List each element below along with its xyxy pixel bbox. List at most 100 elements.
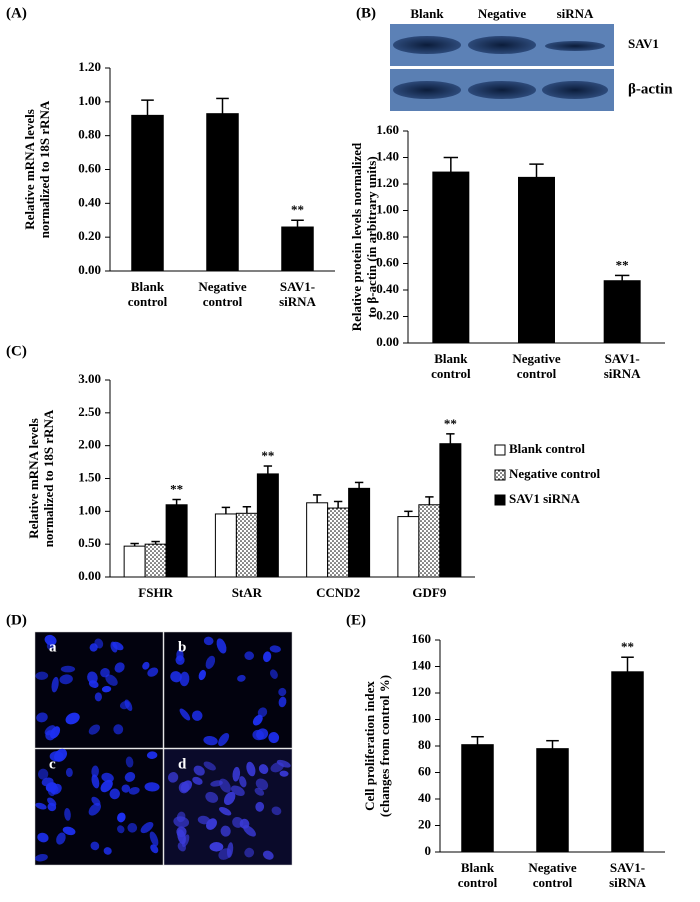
nucleus	[197, 815, 211, 825]
blot-lane-label: Negative	[478, 6, 527, 21]
nucleus	[205, 791, 219, 803]
label-box: Negative control	[512, 351, 560, 381]
y-tick-label: 0.20	[78, 228, 101, 243]
x-tick-label: Negative control	[198, 279, 247, 309]
y-tick-label: 1.00	[376, 201, 399, 216]
y-tick-label: 2.50	[78, 404, 101, 419]
nucleus	[269, 645, 281, 653]
nucleus	[117, 825, 125, 834]
y-tick-label: 140	[412, 657, 432, 672]
label-box: SAV1- siRNA	[609, 860, 646, 890]
blot-band	[542, 81, 608, 99]
nucleus	[56, 832, 66, 845]
nucleus	[258, 764, 269, 774]
y-tick-label: 0.50	[78, 535, 101, 550]
legend-label: Negative control	[509, 466, 600, 481]
nucleus	[64, 807, 71, 821]
nucleus	[37, 832, 49, 843]
bar	[348, 487, 371, 578]
nucleus	[142, 661, 150, 670]
nucleus	[60, 665, 76, 673]
nucleus	[114, 662, 125, 673]
bar	[165, 504, 188, 578]
nucleus	[91, 796, 101, 806]
y-tick-label: 0	[425, 843, 432, 858]
bar	[327, 507, 350, 578]
nucleus	[252, 729, 264, 741]
blot-lane-label: Blank	[410, 6, 444, 21]
nucleus	[193, 765, 205, 776]
y-tick-label: 1.00	[78, 93, 101, 108]
legend-label: SAV1 siRNA	[509, 491, 581, 506]
nucleus	[150, 844, 159, 854]
nucleus	[269, 669, 278, 679]
nucleus	[47, 802, 57, 812]
nucleus	[177, 829, 186, 845]
nucleus	[279, 770, 289, 777]
nucleus	[147, 667, 159, 677]
nucleus	[101, 686, 112, 693]
y-tick-label: 0.60	[376, 254, 399, 269]
nucleus	[100, 779, 113, 793]
bar	[206, 113, 239, 272]
bar	[397, 516, 420, 578]
nucleus	[87, 671, 98, 684]
y-tick-label: 100	[412, 710, 432, 725]
nucleus	[173, 816, 190, 828]
nucleus	[35, 853, 48, 862]
blot-lane-label: siRNA	[557, 6, 594, 21]
nucleus	[255, 778, 269, 791]
significance-mark: **	[621, 639, 634, 654]
nucleus	[51, 676, 59, 693]
nucleus	[262, 850, 274, 860]
nucleus	[50, 783, 62, 795]
y-tick-label: 1.20	[376, 175, 399, 190]
blot-band	[393, 36, 461, 54]
significance-mark: **	[261, 448, 274, 463]
blot-row-label: SAV1	[628, 36, 659, 51]
nucleus	[46, 640, 55, 650]
bar	[518, 176, 555, 344]
bar	[306, 502, 329, 578]
nucleus	[223, 791, 236, 805]
nucleus	[203, 761, 216, 771]
y-tick-label: 1.60	[376, 122, 399, 137]
nucleus	[209, 842, 224, 852]
bar	[235, 512, 258, 578]
nucleus	[124, 771, 136, 782]
nucleus	[230, 785, 245, 796]
y-tick-label: 120	[412, 684, 432, 699]
western-blot: Blank Negative siRNA SAV1 β-actin	[390, 6, 673, 111]
y-tick-label: 0.20	[376, 307, 399, 322]
bar	[281, 226, 314, 272]
blot-band	[468, 36, 536, 54]
nucleus	[226, 842, 234, 858]
panel-label: (E)	[346, 612, 366, 628]
nucleus	[41, 777, 54, 787]
nucleus	[219, 806, 232, 816]
y-tick-label: 3.00	[78, 371, 101, 386]
nucleus	[128, 787, 140, 795]
y-tick-label: 0.00	[78, 568, 101, 583]
nucleus	[179, 671, 190, 687]
micrograph	[163, 631, 293, 749]
nucleus	[175, 655, 185, 665]
nucleus	[255, 801, 265, 812]
label-box: Relative mRNA levels normalized to 18S r…	[26, 410, 56, 548]
nucleus	[140, 821, 154, 834]
nucleus	[109, 788, 120, 800]
subpanel-label: d	[178, 756, 187, 772]
y-axis-label: Cell proliferation index (changes from c…	[362, 674, 392, 818]
bar	[432, 171, 470, 344]
nucleus	[62, 826, 76, 836]
nucleus	[179, 708, 191, 721]
nucleus	[232, 816, 244, 828]
label-box: SAV1- siRNA	[604, 351, 641, 381]
nucleus	[91, 774, 100, 789]
label-box: Blank control	[431, 351, 470, 381]
label-box: Negative control	[528, 860, 576, 890]
nucleus	[91, 765, 99, 778]
x-tick-label: Blank control	[127, 279, 168, 309]
nucleus	[49, 751, 64, 762]
